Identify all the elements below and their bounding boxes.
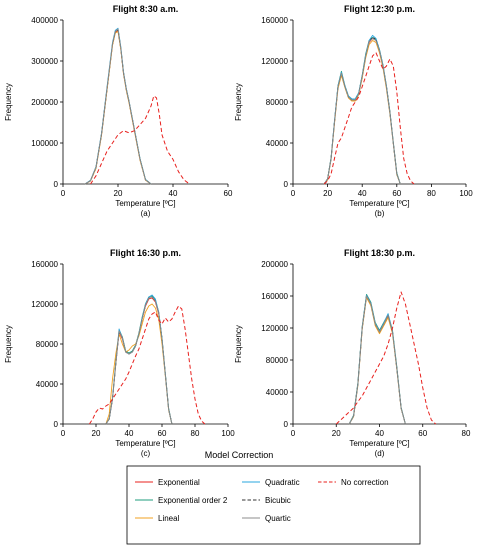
chart-panel-1: Flight 12:30 p.m. 0 40000 80000 120000 160000… (234, 4, 473, 218)
y-axis-label: Frequency (4, 325, 13, 363)
series-line-quadratic (84, 27, 152, 185)
y-tick-label: 0 (54, 420, 59, 429)
x-tick-label: 100 (459, 189, 473, 198)
y-tick-label: 40000 (266, 388, 289, 397)
x-tick-label: 40 (169, 189, 178, 198)
x-axis-label: Temperature [ºC] (349, 439, 409, 448)
legend-label: Exponential order 2 (158, 496, 228, 505)
chart-title: Flight 8:30 a.m. (113, 4, 179, 14)
y-tick-label: 120000 (31, 300, 58, 309)
y-tick-label: 200000 (261, 260, 288, 269)
y-tick-label: 0 (284, 180, 289, 189)
chart-title: Flight 12:30 p.m. (344, 4, 415, 14)
x-tick-label: 0 (291, 429, 296, 438)
series-line-quartic (348, 295, 406, 425)
series-line-no-correction (335, 291, 437, 425)
x-tick-label: 60 (158, 429, 167, 438)
series-line-lineal (348, 297, 406, 425)
series-line-bicubic (348, 295, 406, 425)
x-tick-label: 0 (291, 189, 296, 198)
x-tick-label: 80 (191, 429, 200, 438)
y-tick-label: 160000 (261, 292, 288, 301)
series-line-quartic (323, 38, 401, 185)
y-tick-label: 80000 (36, 340, 59, 349)
chart-panel-0: Flight 8:30 a.m. 0 100000 200000 300000 40000… (4, 4, 233, 218)
y-tick-label: 120000 (261, 57, 288, 66)
series-line-quartic (105, 296, 173, 425)
y-axis-label: Frequency (234, 325, 243, 363)
legend: Model Correction Exponential Exponential o… (126, 450, 421, 545)
x-tick-label: 20 (92, 429, 101, 438)
panel-sub-label: (d) (375, 449, 385, 458)
panel-sub-label: (b) (375, 209, 385, 218)
y-tick-label: 200000 (31, 98, 58, 107)
series-line-no-correction (90, 95, 190, 185)
x-tick-label: 0 (61, 189, 66, 198)
x-tick-label: 20 (114, 189, 123, 198)
x-tick-label: 100 (221, 429, 235, 438)
legend-label: Bicubic (265, 496, 291, 505)
y-tick-label: 80000 (266, 356, 289, 365)
y-tick-label: 160000 (31, 260, 58, 269)
x-tick-label: 20 (323, 189, 332, 198)
legend-label: Quadratic (265, 478, 300, 487)
series-line-quartic (84, 28, 152, 185)
series-line-exponential (348, 295, 406, 425)
x-tick-label: 60 (392, 189, 401, 198)
legend-label: No correction (341, 478, 389, 487)
y-tick-label: 400000 (31, 16, 58, 25)
series-line-exponential (84, 29, 152, 185)
panel-sub-label: (a) (141, 209, 151, 218)
series-line-exponential-order-2 (348, 293, 406, 425)
y-tick-label: 120000 (261, 324, 288, 333)
y-tick-label: 0 (54, 180, 59, 189)
y-axis-label: Frequency (4, 83, 13, 121)
x-tick-label: 40 (358, 189, 367, 198)
legend-label: Lineal (158, 514, 180, 523)
y-axis-label: Frequency (234, 83, 243, 121)
x-tick-label: 0 (61, 429, 66, 438)
series-line-no-correction (323, 52, 415, 185)
series-line-quadratic (348, 294, 406, 425)
legend-box (126, 465, 421, 545)
x-tick-label: 80 (462, 429, 471, 438)
chart-panel-2: Flight 16:30 p.m. 0 40000 80000 120000 160000… (4, 248, 235, 458)
x-tick-label: 40 (125, 429, 134, 438)
x-tick-label: 20 (332, 429, 341, 438)
y-tick-label: 300000 (31, 57, 58, 66)
y-tick-label: 160000 (261, 16, 288, 25)
series-line-exponential-order-2 (84, 28, 152, 185)
chart-panel-3: Flight 18:30 p.m. 0 40000 80000 120000 160000… (234, 248, 471, 458)
y-tick-label: 40000 (36, 380, 59, 389)
chart-title: Flight 16:30 p.m. (110, 248, 181, 258)
x-tick-label: 80 (427, 189, 436, 198)
series-line-no-correction (88, 305, 206, 425)
legend-title: Model Correction (205, 450, 274, 460)
x-tick-label: 60 (224, 189, 233, 198)
legend-label: Quartic (265, 514, 291, 523)
x-axis-label: Temperature [ºC] (349, 199, 409, 208)
y-tick-label: 40000 (266, 139, 289, 148)
chart-title: Flight 18:30 p.m. (344, 248, 415, 258)
y-tick-label: 0 (284, 420, 289, 429)
x-tick-label: 40 (375, 429, 384, 438)
series-line-bicubic (84, 29, 152, 185)
x-axis-label: Temperature [ºC] (115, 199, 175, 208)
panel-sub-label: (c) (141, 449, 151, 458)
x-axis-label: Temperature [ºC] (115, 439, 175, 448)
y-tick-label: 100000 (31, 139, 58, 148)
legend-label: Exponential (158, 478, 200, 487)
y-tick-label: 80000 (266, 98, 289, 107)
x-tick-label: 60 (418, 429, 427, 438)
